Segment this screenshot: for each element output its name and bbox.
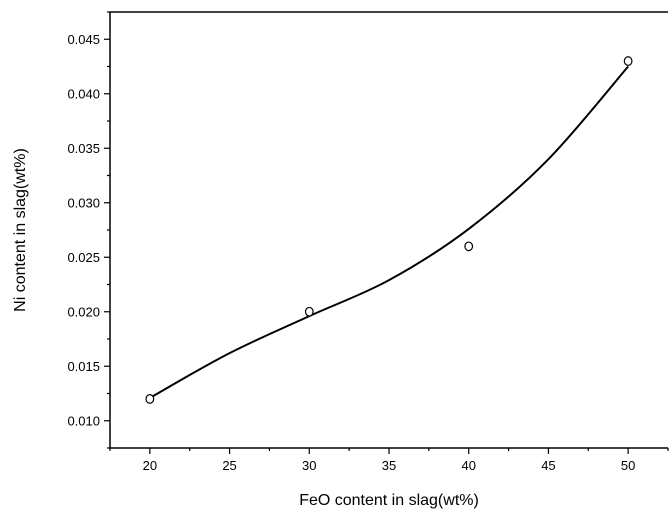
x-tick-label: 35 bbox=[382, 458, 396, 473]
y-tick-label: 0.010 bbox=[67, 413, 100, 428]
x-tick-label: 25 bbox=[222, 458, 236, 473]
x-axis-label: FeO content in slag(wt%) bbox=[299, 492, 479, 509]
y-tick-label: 0.025 bbox=[67, 250, 100, 265]
axes bbox=[109, 11, 668, 449]
y-tick-label: 0.045 bbox=[67, 32, 100, 47]
y-axis-label: Ni content in slag(wt%) bbox=[12, 148, 29, 312]
data-point bbox=[304, 306, 314, 317]
x-ticks: 20 25 30 35 40 45 50 bbox=[109, 448, 669, 473]
y-ticks: 0.010 0.015 0.020 0.025 0.030 0.035 0.040 0.045 bbox=[67, 11, 110, 449]
fit-curve bbox=[149, 65, 629, 399]
data-point bbox=[145, 394, 155, 404]
y-tick-label: 0.030 bbox=[67, 195, 100, 210]
data-point bbox=[464, 241, 474, 252]
y-tick-label: 0.020 bbox=[67, 304, 100, 319]
x-tick-label: 40 bbox=[461, 458, 475, 473]
x-tick-label: 30 bbox=[302, 458, 316, 473]
x-tick-label: 45 bbox=[541, 458, 555, 473]
data-point bbox=[623, 56, 633, 66]
data-points bbox=[145, 56, 633, 404]
y-tick-label: 0.035 bbox=[67, 141, 100, 156]
y-tick-label: 0.040 bbox=[67, 86, 100, 101]
y-tick-label: 0.015 bbox=[67, 359, 100, 374]
x-tick-label: 50 bbox=[621, 458, 635, 473]
x-tick-label: 20 bbox=[143, 458, 157, 473]
